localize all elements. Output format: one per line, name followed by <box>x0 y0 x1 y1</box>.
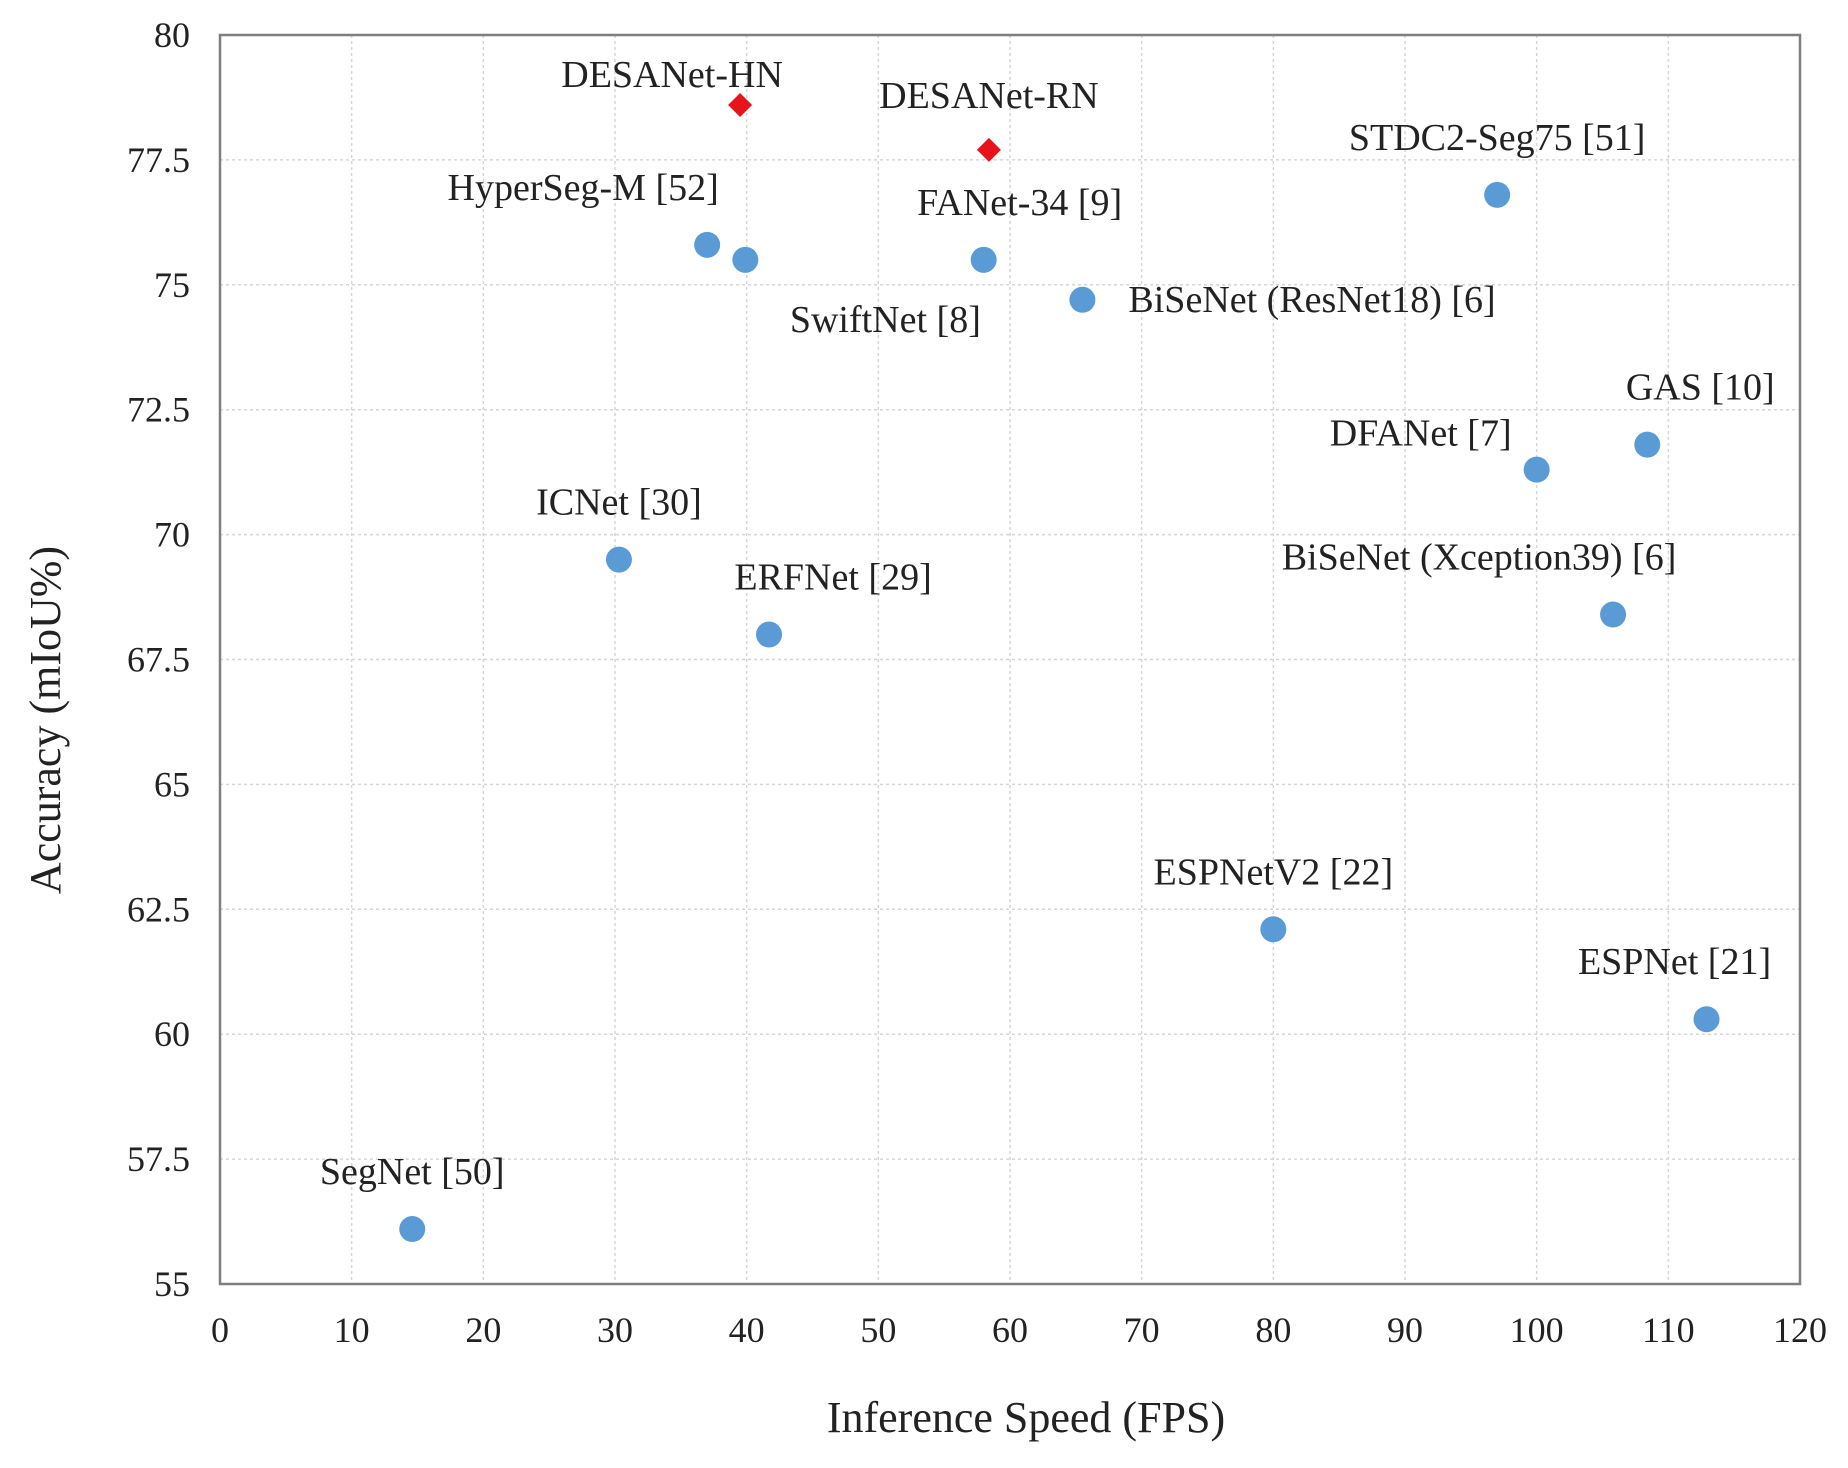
point-marker-circle <box>694 231 721 258</box>
point-marker-circle <box>732 246 759 273</box>
point-marker-diamond <box>976 137 1001 162</box>
x-tick-label: 0 <box>211 1310 229 1350</box>
point-label: ESPNetV2 [22] <box>1154 851 1394 893</box>
point-marker-circle <box>1523 456 1550 483</box>
data-points <box>399 92 1720 1243</box>
y-tick-label: 75 <box>154 265 190 305</box>
point-marker-circle <box>1260 916 1287 943</box>
y-tick-label: 60 <box>154 1014 190 1054</box>
point-marker-circle <box>1069 286 1096 313</box>
point-label: DESANet-HN <box>561 54 783 96</box>
x-tick-label: 70 <box>1124 1310 1160 1350</box>
point-label: ERFNet [29] <box>734 557 931 599</box>
x-tick-label: 40 <box>729 1310 765 1350</box>
x-tick-label: 20 <box>465 1310 501 1350</box>
y-tick-label: 70 <box>154 515 190 555</box>
y-axis-title: Accuracy (mIoU%) <box>21 546 70 894</box>
x-tick-label: 90 <box>1387 1310 1423 1350</box>
point-marker-circle <box>1634 431 1661 458</box>
x-tick-label: 120 <box>1773 1310 1827 1350</box>
x-tick-label: 10 <box>334 1310 370 1350</box>
point-marker-circle <box>605 546 632 573</box>
point-marker-circle <box>399 1216 426 1243</box>
plot-area <box>218 33 1802 1286</box>
point-marker-circle <box>970 246 997 273</box>
x-tick-label: 80 <box>1255 1310 1291 1350</box>
point-marker-circle <box>756 621 783 648</box>
x-tick-label: 60 <box>992 1310 1028 1350</box>
point-marker-circle <box>1693 1006 1720 1033</box>
point-labels: DESANet-HN DESANet-RN STDC2-Seg75 [51] Hype… <box>320 54 1775 1193</box>
y-axis-ticks: 55 57.5 60 62.5 65 67.5 70 72.5 75 77.5 80 <box>127 15 190 1304</box>
x-tick-label: 50 <box>860 1310 896 1350</box>
y-tick-label: 65 <box>154 764 190 804</box>
point-label: DFANet [7] <box>1330 413 1512 455</box>
point-label: BiSeNet (Xception39) [6] <box>1282 537 1677 579</box>
point-label: FANet-34 [9] <box>917 182 1122 224</box>
x-axis-title: Inference Speed (FPS) <box>827 1393 1225 1442</box>
point-marker-circle <box>1484 181 1511 208</box>
point-marker-diamond <box>728 92 753 117</box>
point-label: HyperSeg-M [52] <box>448 167 719 209</box>
y-tick-label: 72.5 <box>127 390 190 430</box>
point-marker-circle <box>1600 601 1627 628</box>
gridlines <box>220 35 1800 1284</box>
point-label: GAS [10] <box>1626 367 1775 409</box>
y-tick-label: 77.5 <box>127 140 190 180</box>
y-tick-label: 55 <box>154 1264 190 1304</box>
point-label: BiSeNet (ResNet18) [6] <box>1128 279 1495 321</box>
x-axis-ticks: 0 10 20 30 40 50 60 70 80 90 100 110 120 <box>211 1310 1827 1350</box>
y-tick-label: 62.5 <box>127 889 190 929</box>
point-label: SwiftNet [8] <box>790 299 981 341</box>
x-tick-label: 30 <box>597 1310 633 1350</box>
y-tick-label: 80 <box>154 15 190 55</box>
point-label: SegNet [50] <box>320 1151 505 1193</box>
x-tick-label: 110 <box>1642 1310 1695 1350</box>
point-label: ESPNet [21] <box>1578 941 1771 983</box>
point-label: STDC2-Seg75 [51] <box>1349 117 1646 159</box>
point-label: ICNet [30] <box>536 482 702 524</box>
x-tick-label: 100 <box>1510 1310 1564 1350</box>
y-tick-label: 57.5 <box>127 1139 190 1179</box>
point-label: DESANet-RN <box>879 75 1099 117</box>
y-tick-label: 67.5 <box>127 640 190 680</box>
